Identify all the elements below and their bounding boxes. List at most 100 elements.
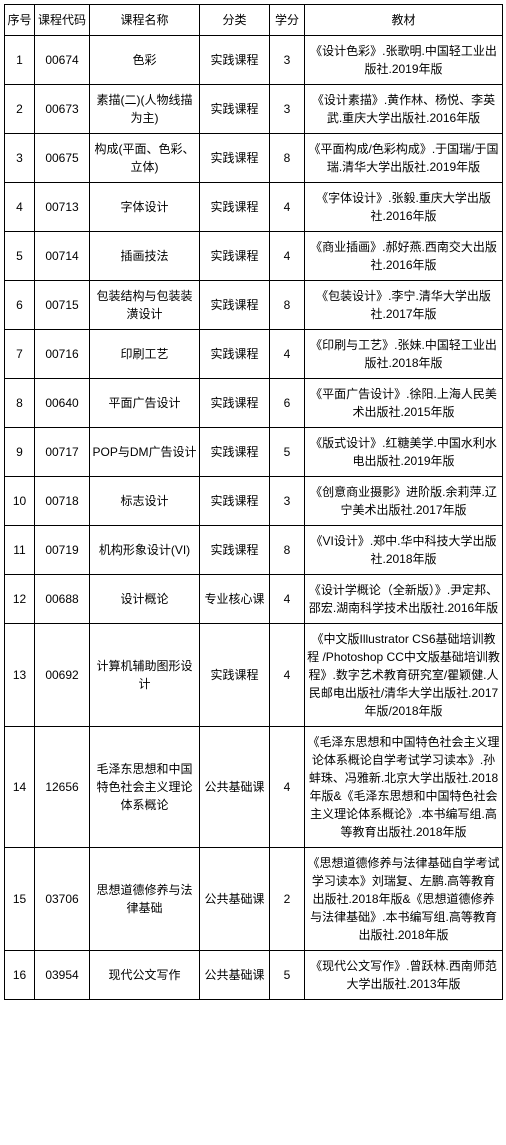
cell-credits: 3 bbox=[270, 477, 305, 526]
cell-textbook: 《字体设计》.张毅.重庆大学出版社.2016年版 bbox=[305, 183, 503, 232]
table-row: 800640平面广告设计实践课程6《平面广告设计》.徐阳.上海人民美术出版社.2… bbox=[5, 379, 503, 428]
cell-code: 00714 bbox=[35, 232, 90, 281]
cell-code: 00716 bbox=[35, 330, 90, 379]
cell-textbook: 《VI设计》.郑中.华中科技大学出版社.2018年版 bbox=[305, 526, 503, 575]
cell-seq: 14 bbox=[5, 727, 35, 848]
cell-code: 03954 bbox=[35, 951, 90, 1000]
cell-textbook: 《版式设计》.红糖美学.中国水利水电出版社.2019年版 bbox=[305, 428, 503, 477]
cell-code: 00692 bbox=[35, 624, 90, 727]
cell-name: 平面广告设计 bbox=[90, 379, 200, 428]
cell-name: 素描(二)(人物线描为主) bbox=[90, 85, 200, 134]
table-row: 1000718标志设计实践课程3《创意商业摄影》进阶版.余莉萍.辽宁美术出版社.… bbox=[5, 477, 503, 526]
table-row: 1503706思想道德修养与法律基础公共基础课2《思想道德修养与法律基础自学考试… bbox=[5, 848, 503, 951]
cell-textbook: 《中文版Illustrator CS6基础培训教程 /Photoshop CC中… bbox=[305, 624, 503, 727]
cell-category: 实践课程 bbox=[200, 36, 270, 85]
table-row: 1412656毛泽东思想和中国特色社会主义理论体系概论公共基础课4《毛泽东思想和… bbox=[5, 727, 503, 848]
cell-category: 实践课程 bbox=[200, 232, 270, 281]
cell-textbook: 《平面构成/色彩构成》.于国瑞/于国瑞.清华大学出版社.2019年版 bbox=[305, 134, 503, 183]
cell-seq: 1 bbox=[5, 36, 35, 85]
cell-seq: 13 bbox=[5, 624, 35, 727]
cell-credits: 3 bbox=[270, 36, 305, 85]
cell-credits: 4 bbox=[270, 624, 305, 727]
cell-code: 03706 bbox=[35, 848, 90, 951]
header-category: 分类 bbox=[200, 5, 270, 36]
cell-code: 00717 bbox=[35, 428, 90, 477]
course-table: 序号 课程代码 课程名称 分类 学分 教材 100674色彩实践课程3《设计色彩… bbox=[4, 4, 503, 1000]
cell-name: 现代公文写作 bbox=[90, 951, 200, 1000]
cell-textbook: 《思想道德修养与法律基础自学考试学习读本》刘瑞复、左鹏.高等教育出版社.2018… bbox=[305, 848, 503, 951]
cell-seq: 12 bbox=[5, 575, 35, 624]
cell-credits: 2 bbox=[270, 848, 305, 951]
table-row: 400713字体设计实践课程4《字体设计》.张毅.重庆大学出版社.2016年版 bbox=[5, 183, 503, 232]
cell-code: 00673 bbox=[35, 85, 90, 134]
cell-category: 实践课程 bbox=[200, 526, 270, 575]
cell-name: 标志设计 bbox=[90, 477, 200, 526]
cell-code: 00713 bbox=[35, 183, 90, 232]
cell-credits: 5 bbox=[270, 428, 305, 477]
cell-textbook: 《商业插画》.郝好燕.西南交大出版社.2016年版 bbox=[305, 232, 503, 281]
header-credits: 学分 bbox=[270, 5, 305, 36]
table-row: 1603954现代公文写作公共基础课5《现代公文写作》.曾跃林.西南师范大学出版… bbox=[5, 951, 503, 1000]
table-header-row: 序号 课程代码 课程名称 分类 学分 教材 bbox=[5, 5, 503, 36]
cell-name: 思想道德修养与法律基础 bbox=[90, 848, 200, 951]
cell-name: 机构形象设计(VI) bbox=[90, 526, 200, 575]
cell-category: 实践课程 bbox=[200, 624, 270, 727]
cell-credits: 4 bbox=[270, 232, 305, 281]
header-code: 课程代码 bbox=[35, 5, 90, 36]
cell-name: 包装结构与包装装潢设计 bbox=[90, 281, 200, 330]
cell-textbook: 《包装设计》.李宁.清华大学出版社.2017年版 bbox=[305, 281, 503, 330]
table-row: 600715包装结构与包装装潢设计实践课程8《包装设计》.李宁.清华大学出版社.… bbox=[5, 281, 503, 330]
cell-code: 00674 bbox=[35, 36, 90, 85]
cell-code: 12656 bbox=[35, 727, 90, 848]
cell-category: 实践课程 bbox=[200, 183, 270, 232]
table-row: 300675构成(平面、色彩、立体)实践课程8《平面构成/色彩构成》.于国瑞/于… bbox=[5, 134, 503, 183]
cell-seq: 8 bbox=[5, 379, 35, 428]
cell-credits: 8 bbox=[270, 281, 305, 330]
cell-category: 专业核心课 bbox=[200, 575, 270, 624]
table-row: 700716印刷工艺实践课程4《印刷与工艺》.张妹.中国轻工业出版社.2018年… bbox=[5, 330, 503, 379]
cell-credits: 8 bbox=[270, 526, 305, 575]
cell-credits: 4 bbox=[270, 575, 305, 624]
cell-textbook: 《设计学概论（全新版）》.尹定邦、邵宏.湖南科学技术出版社.2016年版 bbox=[305, 575, 503, 624]
cell-textbook: 《现代公文写作》.曾跃林.西南师范大学出版社.2013年版 bbox=[305, 951, 503, 1000]
table-row: 500714插画技法实践课程4《商业插画》.郝好燕.西南交大出版社.2016年版 bbox=[5, 232, 503, 281]
cell-seq: 7 bbox=[5, 330, 35, 379]
cell-name: 色彩 bbox=[90, 36, 200, 85]
cell-textbook: 《设计色彩》.张歌明.中国轻工业出版社.2019年版 bbox=[305, 36, 503, 85]
table-row: 1200688设计概论专业核心课4《设计学概论（全新版）》.尹定邦、邵宏.湖南科… bbox=[5, 575, 503, 624]
cell-code: 00688 bbox=[35, 575, 90, 624]
cell-textbook: 《创意商业摄影》进阶版.余莉萍.辽宁美术出版社.2017年版 bbox=[305, 477, 503, 526]
cell-name: 构成(平面、色彩、立体) bbox=[90, 134, 200, 183]
table-row: 900717POP与DM广告设计实践课程5《版式设计》.红糖美学.中国水利水电出… bbox=[5, 428, 503, 477]
cell-code: 00640 bbox=[35, 379, 90, 428]
header-textbook: 教材 bbox=[305, 5, 503, 36]
cell-credits: 8 bbox=[270, 134, 305, 183]
cell-category: 实践课程 bbox=[200, 330, 270, 379]
cell-name: 字体设计 bbox=[90, 183, 200, 232]
cell-category: 公共基础课 bbox=[200, 848, 270, 951]
cell-credits: 6 bbox=[270, 379, 305, 428]
cell-category: 公共基础课 bbox=[200, 951, 270, 1000]
cell-category: 实践课程 bbox=[200, 428, 270, 477]
cell-credits: 4 bbox=[270, 183, 305, 232]
cell-textbook: 《印刷与工艺》.张妹.中国轻工业出版社.2018年版 bbox=[305, 330, 503, 379]
cell-seq: 2 bbox=[5, 85, 35, 134]
cell-textbook: 《设计素描》.黄作林、杨悦、李英武.重庆大学出版社.2016年版 bbox=[305, 85, 503, 134]
cell-code: 00715 bbox=[35, 281, 90, 330]
cell-credits: 3 bbox=[270, 85, 305, 134]
table-row: 100674色彩实践课程3《设计色彩》.张歌明.中国轻工业出版社.2019年版 bbox=[5, 36, 503, 85]
cell-name: 插画技法 bbox=[90, 232, 200, 281]
table-row: 1100719机构形象设计(VI)实践课程8《VI设计》.郑中.华中科技大学出版… bbox=[5, 526, 503, 575]
cell-category: 实践课程 bbox=[200, 85, 270, 134]
cell-textbook: 《平面广告设计》.徐阳.上海人民美术出版社.2015年版 bbox=[305, 379, 503, 428]
cell-seq: 15 bbox=[5, 848, 35, 951]
header-seq: 序号 bbox=[5, 5, 35, 36]
cell-seq: 6 bbox=[5, 281, 35, 330]
cell-category: 实践课程 bbox=[200, 379, 270, 428]
cell-name: POP与DM广告设计 bbox=[90, 428, 200, 477]
table-row: 1300692计算机辅助图形设计实践课程4《中文版Illustrator CS6… bbox=[5, 624, 503, 727]
cell-textbook: 《毛泽东思想和中国特色社会主义理论体系概论自学考试学习读本》.孙蚌珠、冯雅新.北… bbox=[305, 727, 503, 848]
cell-code: 00719 bbox=[35, 526, 90, 575]
cell-code: 00675 bbox=[35, 134, 90, 183]
cell-category: 实践课程 bbox=[200, 134, 270, 183]
